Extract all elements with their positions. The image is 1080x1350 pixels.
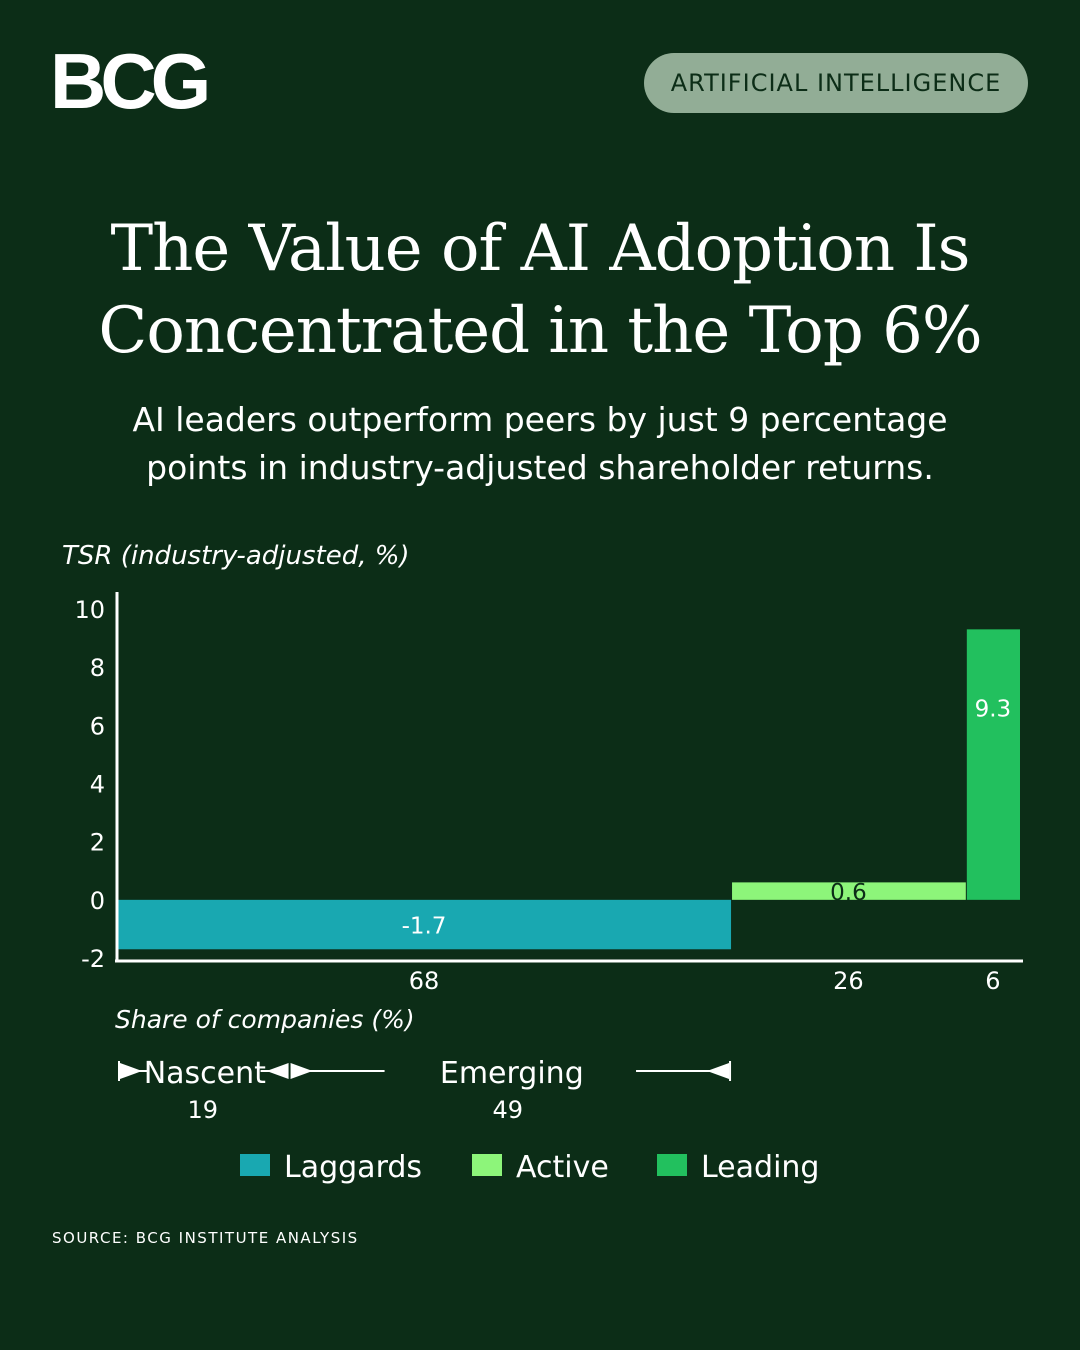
segment-value: 49: [493, 1096, 524, 1124]
bracket-arrow: [707, 1063, 730, 1079]
bracket-arrow: [290, 1063, 313, 1079]
page-title: The Value of AI Adoption Is Concentrated…: [0, 208, 1080, 372]
bracket-arrow: [120, 1063, 142, 1079]
bar-leading: [966, 629, 1020, 900]
x-tick-label: 6: [985, 967, 1000, 995]
y-tick-label: 0: [90, 887, 105, 915]
y-tick-label: 10: [74, 596, 105, 624]
segment-label: Emerging: [440, 1056, 584, 1091]
y-tick-label: 8: [90, 654, 105, 682]
x-tick-label: 26: [833, 967, 864, 995]
subtitle-line: AI leaders outperform peers by just 9 pe…: [132, 400, 948, 439]
x-axis-label: Share of companies (%): [115, 1005, 415, 1034]
bar-active: [732, 882, 966, 900]
y-tick-label: 6: [90, 712, 105, 740]
bar-data-label: -1.7: [402, 914, 447, 940]
legend-label: Leading: [701, 1150, 819, 1185]
segment-value: 19: [188, 1096, 219, 1124]
category-badge: ARTIFICIAL INTELLIGENCE: [644, 53, 1028, 113]
legend-swatch-laggards: [240, 1154, 270, 1176]
legend-swatch-active: [472, 1154, 502, 1176]
legend-label: Laggards: [284, 1150, 422, 1185]
y-tick-label: -2: [81, 945, 105, 973]
subtitle: AI leaders outperform peers by just 9 pe…: [60, 396, 1020, 492]
bar-data-label: 9.3: [975, 697, 1012, 723]
legend-label: Active: [516, 1150, 609, 1185]
bar-data-label: 0.6: [830, 880, 867, 906]
legend-swatch-leading: [657, 1154, 687, 1176]
y-tick-label: 2: [90, 829, 105, 857]
bar-laggards: [118, 899, 732, 950]
segment-label: Nascent: [144, 1056, 266, 1091]
bracket-arrow: [266, 1063, 289, 1079]
bcg-logo: BCG: [50, 37, 211, 125]
y-axis-label: TSR (industry-adjusted, %): [62, 541, 410, 571]
y-tick-label: 4: [90, 771, 105, 799]
source-note: SOURCE: BCG INSTITUTE ANALYSIS: [52, 1229, 359, 1247]
subtitle-line: points in industry-adjusted shareholder …: [146, 448, 934, 487]
title-line: The Value of AI Adoption Is: [110, 212, 970, 286]
title-line: Concentrated in the Top 6%: [98, 294, 982, 368]
x-tick-label: 68: [409, 967, 440, 995]
